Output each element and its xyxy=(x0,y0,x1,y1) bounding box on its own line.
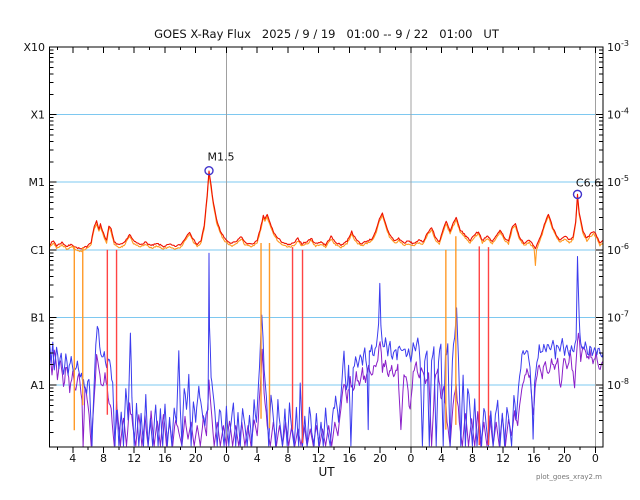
chart-title: GOES X-Ray Flux 2025 / 9 / 19 01:00 -- 9… xyxy=(154,27,499,41)
x-tick-label: 20 xyxy=(558,452,572,465)
series-blue-line xyxy=(49,252,604,447)
right-axis-label: 10-5 xyxy=(607,174,629,189)
left-axis-label: X10 xyxy=(23,41,45,54)
right-axis-label: 10-6 xyxy=(607,242,629,257)
series-red-line xyxy=(49,170,604,250)
x-tick-label: 4 xyxy=(254,452,261,465)
x-tick-label: 0 xyxy=(223,452,230,465)
x-tick-label: 16 xyxy=(342,452,356,465)
plot-border xyxy=(49,46,604,448)
x-tick-label: 8 xyxy=(100,452,107,465)
x-axis-label: UT xyxy=(318,465,335,479)
left-axis-label: C1 xyxy=(30,244,45,257)
flare-marker-circle xyxy=(204,166,214,176)
x-tick-label: 4 xyxy=(69,452,76,465)
series-orange-line xyxy=(49,173,604,267)
left-axis-label: X1 xyxy=(30,109,45,122)
x-tick-label: 12 xyxy=(312,452,326,465)
x-tick-label: 16 xyxy=(527,452,541,465)
flare-annotation-label: M1.5 xyxy=(208,151,235,164)
x-tick-label: 0 xyxy=(592,452,599,465)
x-tick-label: 0 xyxy=(407,452,414,465)
series-purple-line xyxy=(49,332,604,448)
x-tick-label: 20 xyxy=(189,452,203,465)
x-tick-label: 16 xyxy=(158,452,172,465)
flare-marker-circle xyxy=(572,189,583,200)
right-axis-label: 10-4 xyxy=(607,107,629,122)
x-tick-label: 4 xyxy=(438,452,445,465)
x-tick-label: 8 xyxy=(469,452,476,465)
x-tick-label: 20 xyxy=(373,452,387,465)
right-axis-label: 10-7 xyxy=(607,309,629,324)
x-tick-label: 12 xyxy=(127,452,141,465)
left-axis-label: A1 xyxy=(30,379,45,392)
watermark-script-name: plot_goes_xray2.m xyxy=(535,473,602,481)
x-tick-label: 8 xyxy=(284,452,291,465)
right-axis-label: 10-8 xyxy=(607,377,629,392)
x-tick-label: 12 xyxy=(496,452,510,465)
right-axis-label: 10-3 xyxy=(607,39,629,54)
flare-annotation-label: C6.6 xyxy=(576,176,601,189)
left-axis-label: M1 xyxy=(29,176,46,189)
left-axis-label: B1 xyxy=(30,311,45,324)
